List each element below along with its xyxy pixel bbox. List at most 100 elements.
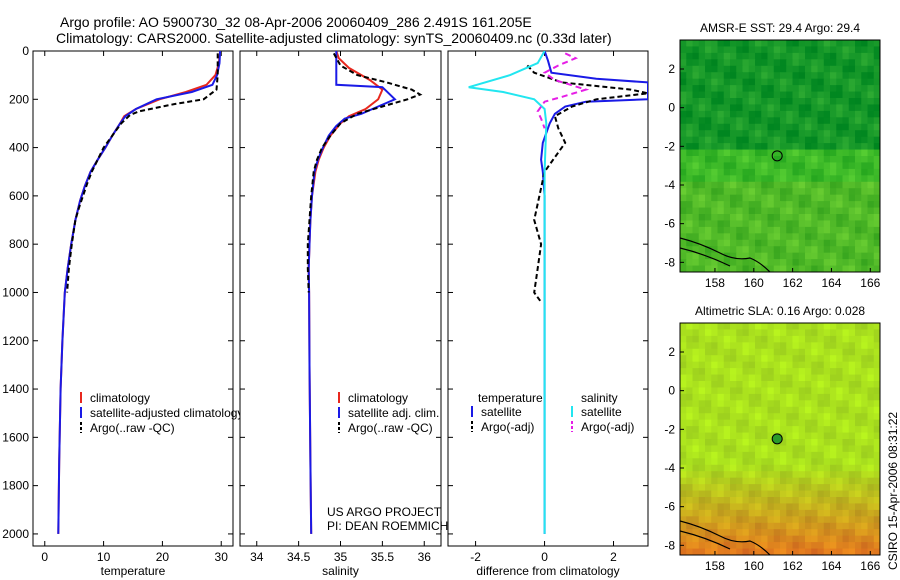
sst-map-cell — [780, 98, 787, 105]
sst-map-cell — [705, 233, 712, 241]
sst-map-cell — [680, 98, 687, 105]
sst-map-cell — [861, 175, 868, 183]
sst-map-cell — [730, 123, 737, 131]
sst-map-cell — [786, 72, 793, 80]
sla-map-cell — [780, 400, 787, 408]
sla-map-cell — [842, 374, 850, 382]
sla-map-cell — [755, 387, 762, 395]
sla-map-cell — [767, 323, 775, 330]
sla-map-cell — [748, 413, 756, 421]
sst-map-cell — [723, 46, 731, 54]
sla-map-cell — [736, 400, 743, 408]
sla-map-cell — [717, 387, 725, 395]
sst-map-cell — [742, 72, 750, 80]
sst-map-cell — [805, 110, 812, 118]
sst-map-cell — [848, 265, 856, 272]
sla-map-cell — [755, 355, 762, 363]
sla-map-cell — [742, 381, 750, 388]
sla-map-cell — [811, 529, 818, 537]
sst-map-cell — [792, 156, 800, 163]
sla-map-cell — [680, 413, 687, 421]
sla-map-cell — [705, 432, 712, 440]
sst-map-cell — [686, 143, 693, 151]
sla-map-cell — [692, 451, 700, 459]
sst-map-cell — [755, 188, 762, 196]
sst-map-cell — [848, 117, 856, 125]
sla-map-cell — [692, 426, 700, 434]
sla-map-cell — [786, 503, 793, 511]
sst-map-cell — [830, 220, 837, 228]
sla-map-ytick-label: -8 — [664, 538, 675, 552]
sst-map-cell — [867, 72, 875, 80]
sla-map-cell — [686, 342, 693, 350]
sla-map-cell — [736, 484, 743, 492]
sla-map-cell — [692, 355, 700, 363]
sla-map-cell — [755, 374, 762, 382]
sla-map-cell — [705, 439, 712, 446]
sla-map-cell — [767, 439, 775, 446]
sst-map-cell — [792, 259, 800, 267]
sst-map-cell — [742, 91, 750, 99]
sst-map-cell — [698, 175, 706, 183]
sla-map-cell — [861, 509, 868, 517]
sst-map-cell — [748, 149, 756, 157]
sla-map-cell — [680, 529, 687, 537]
sst-map-cell — [717, 220, 725, 228]
sst-map-cell — [867, 252, 875, 260]
sst-map-cell — [748, 40, 756, 47]
sst-map-cell — [798, 46, 806, 54]
sst-map-cell — [817, 123, 825, 131]
sla-map-cell — [823, 413, 831, 421]
sla-map-cell — [823, 374, 831, 382]
sla-map-cell — [711, 323, 718, 330]
sst-map-cell — [842, 265, 850, 272]
sst-map-cell — [830, 123, 837, 131]
sst-map-cell — [711, 149, 718, 157]
sla-map-cell — [742, 548, 750, 555]
sst-map-cell — [861, 98, 868, 105]
sst-map-cell — [798, 233, 806, 241]
sst-map-cell — [761, 201, 768, 209]
sst-map-cell — [817, 72, 825, 80]
sst-map-cell — [680, 226, 687, 234]
sst-map-cell — [698, 207, 706, 215]
sla-map-cell — [692, 419, 700, 427]
difference-axes-box — [447, 50, 649, 547]
sla-map-cell — [873, 548, 880, 555]
sst-map-cell — [736, 72, 743, 80]
sst-map-cell — [717, 188, 725, 196]
sst-map-cell — [798, 136, 806, 144]
sla-map-cell — [711, 439, 718, 446]
sst-map-cell — [698, 168, 706, 176]
sla-map-cell — [742, 355, 750, 363]
sst-map-cell — [773, 246, 781, 254]
sst-map-cell — [836, 149, 843, 157]
sla-map-cell — [767, 387, 775, 395]
sla-map-cell — [705, 381, 712, 388]
sst-map-axes-box — [679, 39, 881, 273]
sla-map-cell — [855, 368, 862, 376]
sst-map-cell — [755, 265, 762, 272]
sla-map-cell — [861, 542, 868, 550]
sst-map-cell — [761, 265, 768, 272]
sla-map-cell — [755, 464, 762, 472]
sla-map-cell — [736, 445, 743, 453]
sst-map-cell — [817, 233, 825, 241]
sst-map-cell — [730, 59, 737, 67]
sla-map-cell — [730, 355, 737, 363]
sla-map-cell — [773, 342, 781, 350]
sst-map-cell — [711, 188, 718, 196]
sla-map-cell — [811, 361, 818, 369]
sla-map-cell — [692, 361, 700, 369]
sst-map-cell — [680, 78, 687, 86]
sst-map-cell — [755, 85, 762, 93]
sst-map-ytick-label: 2 — [668, 62, 675, 76]
sst-map-cell — [742, 117, 750, 125]
sst-map-cell — [698, 259, 706, 267]
sla-map-cell — [717, 490, 725, 498]
sla-map-cell — [867, 535, 875, 543]
sla-map-cell — [817, 419, 825, 427]
sst-map-cell — [867, 201, 875, 209]
sst-map-cell — [855, 46, 862, 54]
